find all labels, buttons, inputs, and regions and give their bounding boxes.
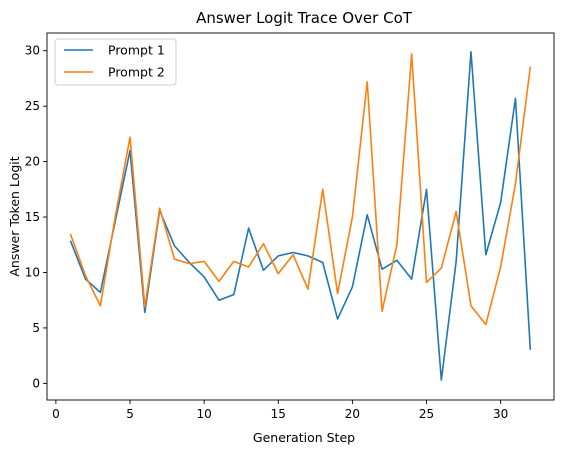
y-tick-label: 30 — [25, 44, 40, 58]
y-axis: 0 5 10 15 20 25 30 — [25, 44, 47, 390]
x-tick-label: 10 — [196, 407, 211, 421]
y-tick-label: 5 — [32, 321, 40, 335]
x-tick-label: 25 — [419, 407, 434, 421]
x-tick-label: 5 — [126, 407, 134, 421]
chart-title: Answer Logit Trace Over CoT — [196, 9, 413, 27]
y-tick-label: 25 — [25, 99, 40, 113]
series-line-2 — [69, 53, 532, 326]
series-line-1 — [69, 51, 532, 381]
x-tick-label: 20 — [345, 407, 360, 421]
y-tick-label: 20 — [25, 155, 40, 169]
y-axis-label: Answer Token Logit — [7, 156, 22, 276]
legend: Prompt 1 Prompt 2 — [54, 38, 177, 86]
legend-label-1: Prompt 1 — [108, 43, 165, 58]
y-tick-label: 0 — [32, 376, 40, 390]
legend-label-2: Prompt 2 — [108, 65, 165, 80]
x-tick-label: 0 — [52, 407, 60, 421]
y-tick-label: 15 — [25, 210, 40, 224]
x-tick-label: 30 — [493, 407, 508, 421]
x-axis: 0 5 10 15 20 25 30 — [52, 400, 508, 421]
plot-area — [46, 32, 555, 401]
x-axis-label: Generation Step — [253, 430, 355, 445]
x-tick-label: 15 — [271, 407, 286, 421]
y-tick-label: 10 — [25, 265, 40, 279]
plot-frame — [46, 32, 555, 401]
